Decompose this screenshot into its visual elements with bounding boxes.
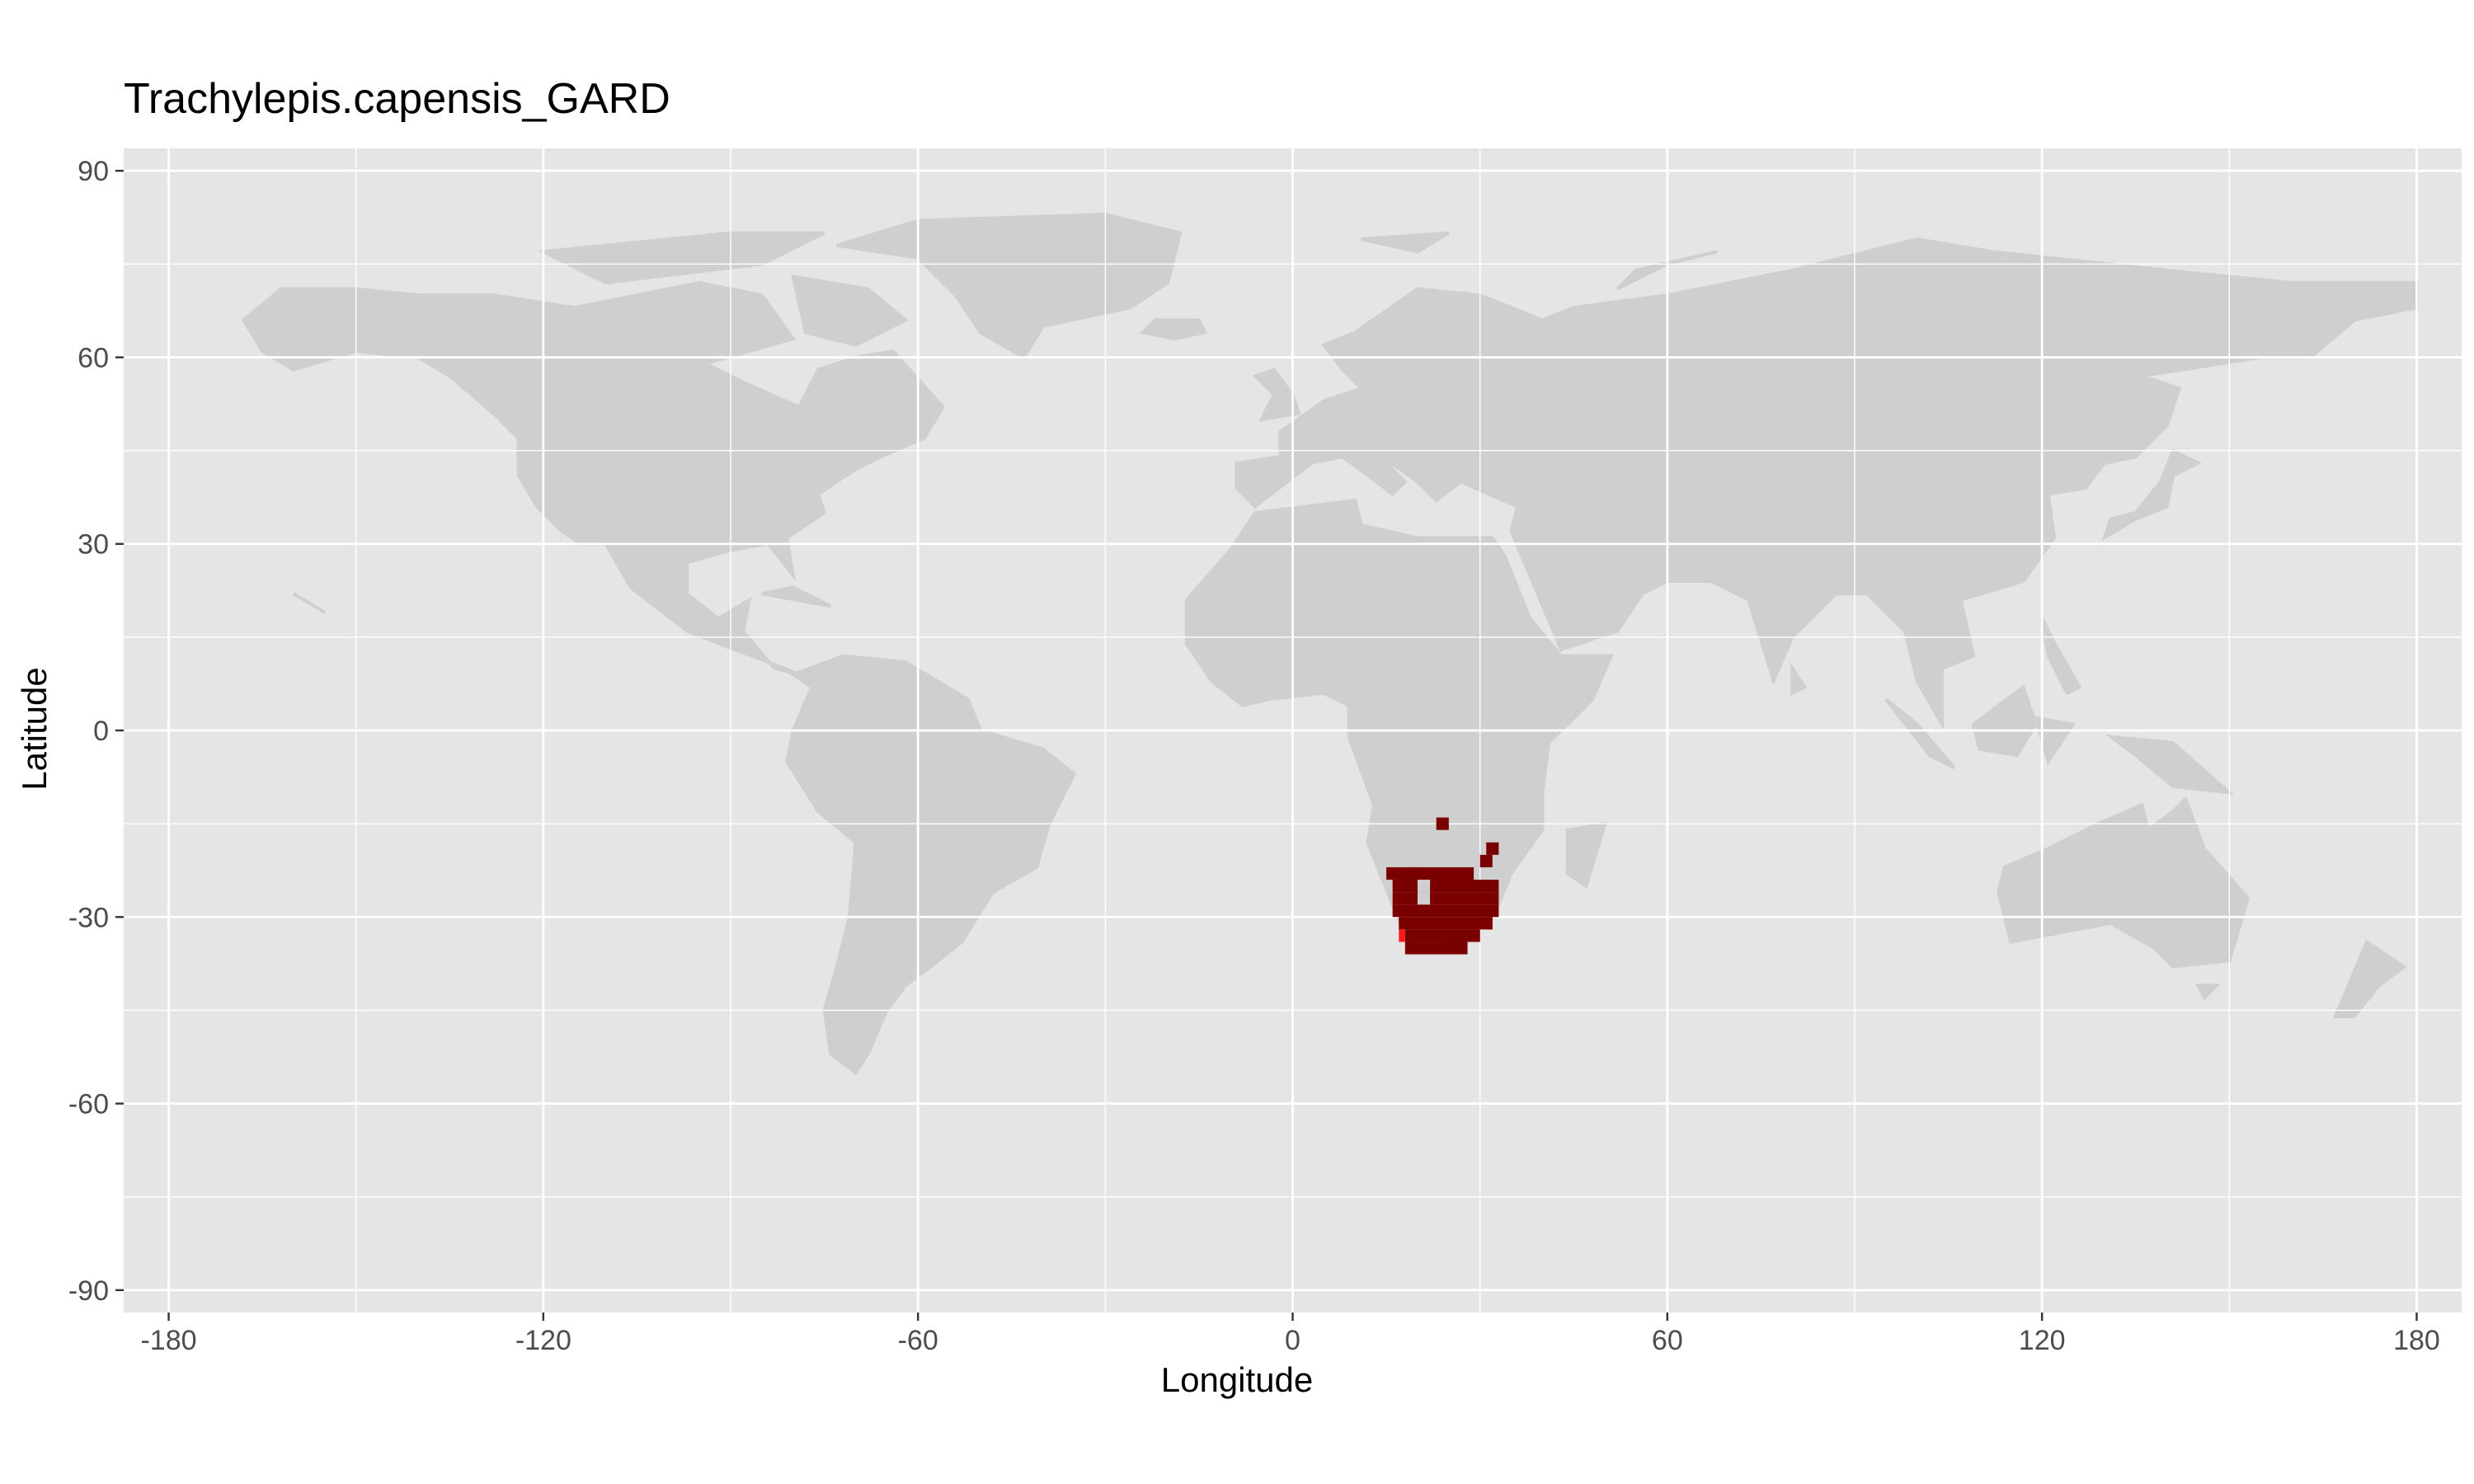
y-tick-label: 90 bbox=[78, 156, 109, 187]
range-cell bbox=[1436, 817, 1449, 830]
range-cell bbox=[1411, 866, 1475, 881]
land-uk bbox=[1252, 368, 1301, 422]
land-madagascar bbox=[1565, 821, 1607, 889]
y-tick-label: 30 bbox=[78, 529, 109, 561]
land-borneo bbox=[1971, 683, 2038, 758]
range-cell-edge bbox=[1399, 929, 1405, 942]
x-tick-label: -180 bbox=[140, 1325, 196, 1356]
y-tick-label: -30 bbox=[68, 902, 109, 933]
land-arctic-islands bbox=[537, 231, 825, 284]
land-tasmania bbox=[2195, 984, 2222, 1001]
land-sri-lanka bbox=[1790, 663, 1808, 696]
land-sumatra bbox=[1884, 697, 1956, 770]
range-layer bbox=[1386, 817, 1499, 955]
land-svalbard bbox=[1361, 231, 1450, 254]
range-cell bbox=[1392, 904, 1499, 918]
range-cell bbox=[1392, 880, 1499, 893]
land-layer bbox=[241, 212, 2419, 1075]
x-tick-label: 60 bbox=[1652, 1325, 1683, 1356]
range-gap-cell bbox=[1417, 892, 1431, 905]
range-cell bbox=[1399, 917, 1493, 930]
y-tick-label: 0 bbox=[93, 716, 109, 747]
y-axis-label: Latitude bbox=[15, 667, 54, 791]
range-cell bbox=[1404, 929, 1480, 942]
land-greenland bbox=[836, 212, 1183, 360]
y-tick-label: -60 bbox=[68, 1089, 109, 1120]
range-cell bbox=[1486, 842, 1499, 855]
y-tick-label: 60 bbox=[78, 342, 109, 373]
land-baffin-island bbox=[791, 274, 909, 347]
land-iceland bbox=[1139, 318, 1208, 340]
land-new-guinea bbox=[2105, 734, 2235, 796]
land-australia bbox=[1997, 796, 2251, 969]
land-philippines bbox=[2040, 618, 2082, 696]
chart-title: Trachylepis.capensis_GARD bbox=[124, 75, 670, 123]
y-tick-label: -90 bbox=[68, 1275, 109, 1307]
range-cell bbox=[1479, 854, 1493, 867]
land-south-america bbox=[785, 654, 1077, 1075]
land-eurasia bbox=[1235, 237, 2419, 731]
range-cell bbox=[1392, 892, 1499, 905]
x-tick-label: 120 bbox=[2019, 1325, 2066, 1356]
range-cell bbox=[1386, 866, 1418, 881]
x-tick-label: -120 bbox=[515, 1325, 571, 1356]
range-gap-cell bbox=[1417, 880, 1431, 893]
land-cuba bbox=[761, 585, 832, 608]
x-tick-label: -60 bbox=[898, 1325, 938, 1356]
land-new-zealand bbox=[2332, 939, 2407, 1018]
land-hawaii bbox=[292, 592, 326, 614]
grid-layer bbox=[124, 148, 2462, 1313]
axis-layer: -180 -120 -60 0 60 120 180 90 60 30 0 -30 -60 -90 bbox=[68, 156, 2440, 1356]
land-novaya-zemlya bbox=[1616, 250, 1718, 291]
land-japan bbox=[2101, 448, 2202, 542]
x-axis-label: Longitude bbox=[1160, 1360, 1314, 1399]
x-tick-label: 0 bbox=[1285, 1325, 1300, 1356]
range-cell bbox=[1404, 942, 1468, 955]
x-tick-label: 180 bbox=[2393, 1325, 2440, 1356]
